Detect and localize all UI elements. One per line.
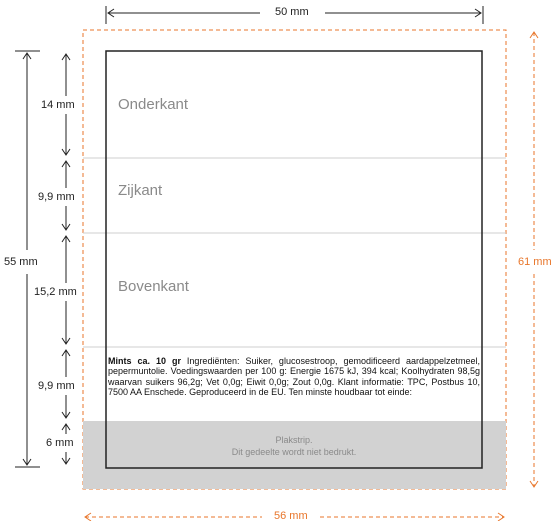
segment-label-info: 9,9 mm <box>38 380 75 392</box>
plakstrip-line2: Dit gedeelte wordt niet bedrukt. <box>231 447 357 457</box>
section-onderkant: Onderkant <box>118 96 189 113</box>
bottom-dimension <box>84 512 505 521</box>
plakstrip-area <box>83 421 506 489</box>
segment-label-bovenkant: 15,2 mm <box>34 286 77 298</box>
ingredients-body: Ingrediënten: Suiker, glucosestroop, gem… <box>108 356 480 398</box>
segment-dimensions <box>61 53 71 465</box>
left-dimension <box>15 50 40 468</box>
segment-label-plakstrip: 6 mm <box>46 437 74 449</box>
right-height-label: 61 mm <box>518 256 552 268</box>
bottom-width-label: 56 mm <box>274 510 308 522</box>
label-outline <box>105 50 483 469</box>
ingredients-text: Mints ca. 10 gr Ingrediënten: Suiker, gl… <box>108 356 480 398</box>
section-bovenkant: Bovenkant <box>118 278 189 295</box>
top-width-label: 50 mm <box>275 6 309 18</box>
ingredients-title: Mints ca. 10 gr <box>108 356 181 366</box>
section-zijkant: Zijkant <box>118 182 163 199</box>
segment-label-onderkant: 14 mm <box>41 99 75 111</box>
right-dimension <box>529 31 539 488</box>
left-height-label: 55 mm <box>4 256 38 268</box>
plakstrip-line1: Plakstrip. <box>275 435 313 445</box>
segment-label-zijkant: 9,9 mm <box>38 191 75 203</box>
top-dimension <box>105 6 484 24</box>
